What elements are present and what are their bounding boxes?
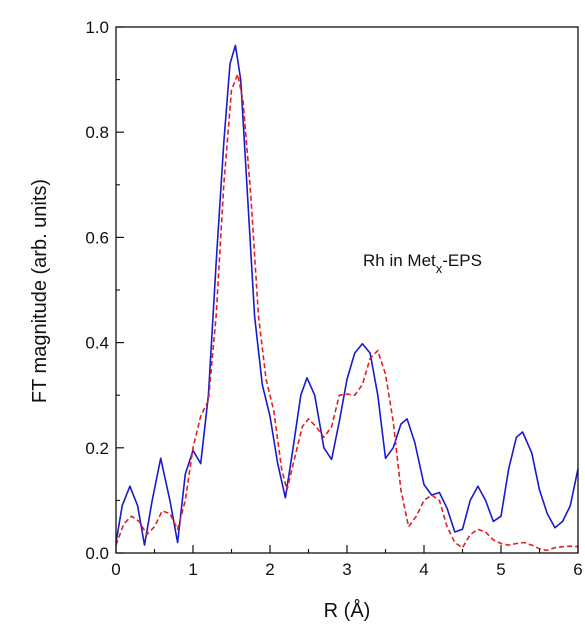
series-line-dashed: [115, 73, 579, 552]
tick-labels: 0 1 2 3 4 5 6 0.0 0.2 0.4 0.6 0.8 1.0: [85, 18, 582, 579]
ticks: [115, 26, 579, 554]
y-tick-label: 0.2: [85, 439, 109, 458]
x-axis-title: R (Å): [324, 599, 371, 622]
sample-annotation: Rh in Metx-EPS: [363, 251, 482, 276]
annotation-tail: -EPS: [442, 251, 482, 270]
x-tick-label: 5: [496, 560, 505, 579]
x-tick-label: 2: [265, 560, 274, 579]
annotation-main: Rh in Met: [363, 251, 436, 270]
x-tick-label: 3: [342, 560, 351, 579]
x-tick-label: 1: [188, 560, 197, 579]
x-tick-label: 4: [419, 560, 428, 579]
y-tick-label: 1.0: [85, 18, 109, 37]
series-line-solid: [115, 44, 579, 546]
y-tick-label: 0.6: [85, 228, 109, 247]
x-tick-label: 6: [573, 560, 582, 579]
y-tick-label: 0.4: [85, 334, 109, 353]
x-tick-label: 0: [111, 560, 120, 579]
y-tick-label: 0.0: [85, 544, 109, 563]
y-axis-title: FT magnitude (arb. units): [29, 179, 51, 403]
annotation-subscript: x: [436, 261, 443, 276]
y-tick-label: 0.8: [85, 123, 109, 142]
series-layer: [115, 44, 579, 552]
